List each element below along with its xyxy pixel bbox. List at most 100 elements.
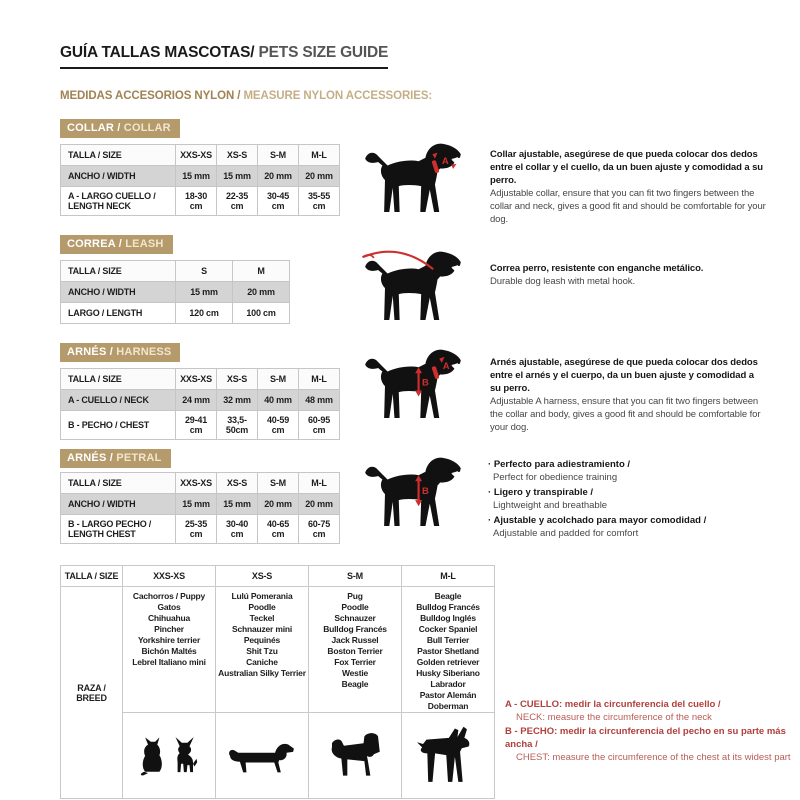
column-header: XXS-XS [175, 144, 217, 166]
breed-size-table: TALLA / SIZE XXS-XS XS-S S-M M-L RAZA / BREED… [60, 565, 495, 799]
breed-name: Labrador [430, 679, 466, 689]
collar-marker-a: A [442, 156, 449, 167]
row-label: ANCHO / WIDTH [60, 281, 176, 303]
leash-section-badge: CORREA / LEASH [60, 235, 173, 254]
column-header: S-M [257, 144, 299, 166]
table-row: B - LARGO PECHO / LENGTH CHEST 25-35 cm 30… [60, 514, 340, 544]
measurement-notes: A - CUELLO: medir la circunferencia del … [505, 698, 793, 765]
cat-icon [140, 736, 162, 775]
breed-name: Poodle [248, 602, 276, 612]
breed-name: Beagle [434, 591, 462, 601]
petral-size-table: TALLA / SIZE XXS-XS XS-S S-M M-L ANCHO / WIDT… [60, 472, 340, 544]
feature-es: Perfecto para adiestramiento / [488, 459, 630, 470]
breed-name: Cachorros / Puppy [132, 591, 206, 601]
column-header: S-M [257, 472, 299, 494]
value-cell: 20 mm [257, 165, 299, 187]
size-column-header: M-L [401, 565, 495, 587]
column-header: XXS-XS [175, 472, 217, 494]
value-cell: 15 mm [175, 281, 233, 303]
breed-list-cell: Pug Poodle Schnauzer Bulldog Francés Jack Ru… [308, 586, 402, 713]
breed-name: Shit Tzu [246, 646, 278, 656]
breed-list-cell: Lulú Pomerania Poodle Teckel Schnauzer mini… [215, 586, 309, 713]
harness-description: Arnés ajustable, asegúrese de que pueda … [490, 356, 766, 434]
arrow-left-icon [439, 356, 445, 363]
breed-name: Caniche [246, 657, 278, 667]
value-cell: 32 mm [216, 389, 258, 411]
badge-label-es: CORREA / [67, 238, 122, 250]
table-row: ANCHO / WIDTH 15 mm 20 mm [60, 281, 290, 303]
value-cell: 48 mm [298, 389, 340, 411]
column-header: S-M [257, 368, 299, 390]
value-cell: 40-65 cm [257, 514, 299, 544]
badge-label-es: ARNÉS / [67, 452, 114, 464]
column-header: TALLA / SIZE [60, 368, 176, 390]
value-cell: 24 mm [175, 389, 217, 411]
leash-size-table: TALLA / SIZE S M ANCHO / WIDTH 15 mm 20 mm LAR… [60, 260, 290, 324]
table-row: LARGO / LENGTH 120 cm 100 cm [60, 302, 290, 324]
dachshund-icon [229, 743, 294, 772]
collar-section-badge: COLLAR / COLLAR [60, 119, 180, 138]
breed-name: Pug [347, 591, 363, 601]
row-label: B - LARGO PECHO / LENGTH CHEST [60, 514, 176, 544]
feature-item: Perfecto para adiestramiento / Perfect fo… [488, 458, 773, 484]
arrow-down-icon [415, 390, 423, 397]
breed-icon-cell [122, 712, 216, 799]
feature-en: Lightweight and breathable [493, 500, 608, 511]
size-column-header: XXS-XS [122, 565, 216, 587]
row-label: B - PECHO / CHEST [60, 410, 176, 440]
petral-marker-b: B [422, 486, 429, 497]
table-row: B - PECHO / CHEST 29-41 cm 33,5-50cm 40-59 … [60, 410, 340, 440]
collar-band-mark [431, 160, 440, 174]
column-header: XS-S [216, 472, 258, 494]
table-row: ANCHO / WIDTH 15 mm 15 mm 20 mm 20 mm [60, 493, 340, 515]
harness-section-badge: ARNÉS / HARNESS [60, 343, 181, 362]
breed-name: Pincher [154, 624, 184, 634]
breed-name: Pastor Alemán [419, 690, 477, 700]
note-en: NECK: measure the circumference of the n… [516, 712, 712, 723]
badge-label-es: COLLAR / [67, 122, 121, 134]
leash-description: Correa perro, resistente con enganche me… [490, 262, 766, 288]
value-cell: 30-40 cm [216, 514, 258, 544]
column-header: TALLA / SIZE [60, 144, 176, 166]
arrow-up-icon [415, 475, 423, 482]
value-cell: 25-35 cm [175, 514, 217, 544]
size-column-header: XS-S [215, 565, 309, 587]
breed-name: Pequinés [243, 635, 281, 645]
row-label: A - CUELLO / NECK [60, 389, 176, 411]
breed-name: Teckel [249, 613, 275, 623]
column-header: TALLA / SIZE [60, 472, 176, 494]
value-cell: 40 mm [257, 389, 299, 411]
breed-name: Husky Siberiano [416, 668, 480, 678]
dog-mouth [451, 362, 459, 369]
arrow-right-icon [451, 163, 457, 169]
breed-name: Bull Terrier [426, 635, 470, 645]
badge-label-en: LEASH [121, 238, 164, 250]
value-cell: 18-30 cm [175, 186, 217, 216]
collar-desc-en: Adjustable collar, ensure that you can f… [490, 188, 766, 225]
column-header: M-L [298, 472, 340, 494]
breed-icon-cell [401, 712, 495, 799]
breed-name: Doberman [427, 701, 469, 711]
harness-neck-band-mark [431, 366, 440, 380]
harness-size-table: TALLA / SIZE XXS-XS XS-S S-M M-L A - CUELLO /… [60, 368, 340, 440]
row-label: ANCHO / WIDTH [60, 165, 176, 187]
arrow-down-icon [415, 500, 423, 507]
petral-section-badge: ARNÉS / PETRAL [60, 449, 171, 468]
value-cell: 15 mm [216, 165, 258, 187]
note-en: CHEST: measure the circumference of the … [516, 752, 791, 763]
value-cell: 20 mm [298, 165, 340, 187]
breed-name: Schnauzer [334, 613, 376, 623]
breed-name: Schnauzer mini [231, 624, 293, 634]
value-cell: 29-41 cm [175, 410, 217, 440]
leash-handle-mark [362, 254, 375, 259]
chihuahua-icon [175, 736, 198, 772]
note-es: B - PECHO: medir la circunferencia del p… [505, 726, 786, 750]
value-cell: 15 mm [216, 493, 258, 515]
value-cell: 60-75 cm [298, 514, 340, 544]
breed-name: Yorkshire terrier [137, 635, 201, 645]
dog-collar-illustration: A [360, 136, 472, 220]
note-es: A - CUELLO: medir la circunferencia del … [505, 699, 721, 710]
breed-name: Beagle [341, 679, 369, 689]
value-cell: 30-45 cm [257, 186, 299, 216]
